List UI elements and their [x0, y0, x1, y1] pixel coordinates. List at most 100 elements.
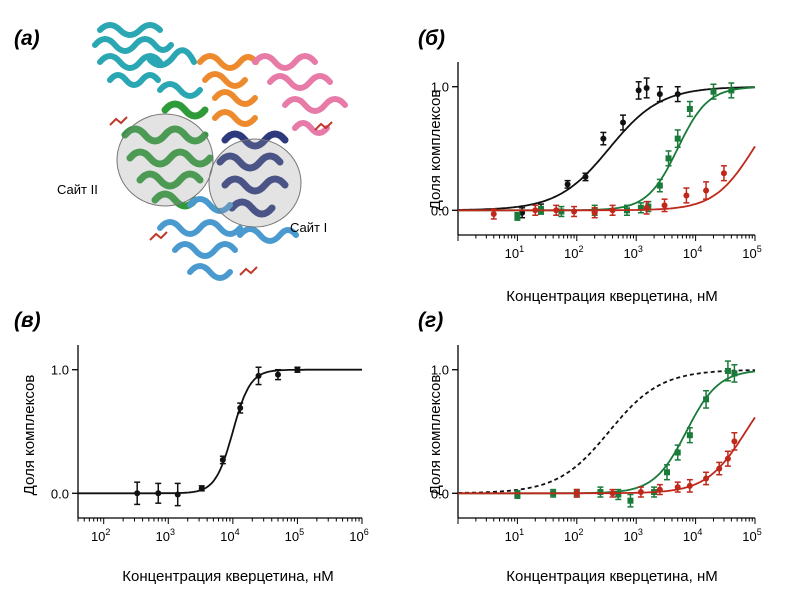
panel-v-xlabel: Концентрация кверцетина, нМ	[122, 568, 334, 585]
panel-g-series-2-point	[703, 475, 710, 482]
panel-g-series-1-point	[627, 497, 634, 504]
panel-v-ytick-label: 1.0	[51, 363, 69, 378]
site-2-label: Сайт II	[57, 182, 98, 197]
panel-v-xtick-label: 105	[285, 527, 304, 544]
panel-v: (в) Доля комплексов Концентрация кверцет…	[14, 309, 369, 585]
panel-g-series-2-point	[686, 482, 693, 489]
panel-g-xtick-label: 101	[505, 527, 524, 544]
panel-g-series-1-point	[686, 432, 693, 439]
panel-v-series-0-point	[255, 372, 262, 379]
panel-b-series-1-point	[637, 204, 644, 211]
panel-v-series-0-point	[174, 491, 181, 498]
panel-b-series-1-fit-curve	[458, 86, 755, 212]
panel-b-xlabel: Концентрация кверцетина, нМ	[506, 288, 718, 305]
panel-b-series-1-point	[686, 105, 693, 112]
panel-a: (а)	[14, 22, 348, 281]
panel-b-series-2-point	[532, 207, 539, 214]
panel-b-series-2-point	[661, 202, 668, 209]
panel-b-series-0-point	[635, 87, 642, 94]
panel-g-series-0-fit-curve	[458, 369, 756, 494]
panel-b-series-2-point	[683, 192, 690, 199]
panel-g-ytick-label: 0.0	[431, 486, 449, 501]
panel-b-series-2-point	[571, 208, 578, 215]
panel-g-series-1-point	[597, 489, 604, 496]
panel-g-xtick-label: 103	[623, 527, 642, 544]
site-1-ellipse	[208, 138, 302, 228]
panel-g-series-2-point	[716, 465, 723, 472]
panel-g-series-2-point	[656, 486, 663, 493]
panel-g-series-2-point	[674, 484, 681, 491]
panel-b-series-2-point	[720, 170, 727, 177]
panel-v-series-0-fit-curve	[78, 368, 362, 495]
panel-b-series-0-point	[656, 91, 663, 98]
panel-b-series-1-point	[665, 155, 672, 162]
panel-b-series-0-point	[643, 84, 650, 91]
panel-g-series-2-fit-curve	[458, 416, 756, 495]
panel-b-xtick-label: 104	[683, 244, 702, 261]
panel-b-series-1-point	[558, 208, 565, 215]
panel-v-letter: (в)	[14, 309, 41, 332]
panel-g-series-1-point	[615, 491, 622, 498]
panel-g-xlabel: Концентрация кверцетина, нМ	[506, 568, 718, 585]
panel-g-series-1-point	[731, 370, 738, 377]
panel-v-xtick-label: 103	[156, 527, 175, 544]
panel-b-xtick-label: 105	[742, 244, 761, 261]
panel-b-ytick-label: 0.0	[431, 203, 449, 218]
panel-v-series-0-point	[294, 366, 301, 373]
panel-g-series-1-point	[663, 469, 670, 476]
panel-g-series-1-point	[703, 396, 710, 403]
panel-v-xtick-label: 104	[220, 527, 239, 544]
panel-g-xtick-label: 102	[564, 527, 583, 544]
panel-b-series-2-point	[643, 204, 650, 211]
site-2-ellipse	[116, 113, 214, 207]
panel-b-series-0-point	[582, 173, 589, 180]
panel-g-xtick-label: 104	[683, 527, 702, 544]
panel-b-series-2-point	[553, 207, 560, 214]
panel-b-series-1-point	[728, 87, 735, 94]
panel-g-series-2-point	[724, 455, 731, 462]
panel-b-series-1-point	[656, 182, 663, 189]
panel-g: (г) Доля комплексов Концентрация кверцет…	[418, 309, 762, 585]
panel-v-series-0-point	[134, 490, 141, 497]
panel-b-xtick-label: 101	[505, 244, 524, 261]
panel-g-series-2-point	[573, 490, 580, 497]
panel-b-series-2-fit-curve	[458, 145, 756, 212]
panel-b-ylabel: Доля комплексов	[427, 90, 444, 211]
protein-structure-illustration	[92, 22, 348, 281]
panel-g-series-1-point	[674, 449, 681, 456]
panel-b: (б) Доля комплексов Концентрация кверцет…	[418, 27, 762, 305]
panel-g-letter: (г)	[418, 309, 443, 332]
panel-b-series-1-point	[674, 135, 681, 142]
panel-b-series-2-point	[703, 187, 710, 194]
panel-b-xtick-label: 102	[564, 244, 583, 261]
site-1-label: Сайт I	[290, 220, 327, 235]
panel-g-series-2-point	[637, 489, 644, 496]
panel-b-series-1-point	[710, 88, 717, 95]
panel-g-ylabel: Доля комплексов	[427, 375, 444, 496]
panel-b-series-0-point	[600, 135, 607, 142]
panel-g-ytick-label: 1.0	[431, 363, 449, 378]
panel-v-series-0-point	[219, 456, 226, 463]
panel-b-series-1-point	[514, 213, 521, 220]
panel-b-series-0-fit-curve	[458, 86, 756, 211]
panel-b-series-0-point	[620, 119, 627, 126]
panel-g-series-1-point	[724, 367, 731, 374]
panel-b-series-0-point	[519, 209, 526, 216]
panel-b-series-2-point	[609, 207, 616, 214]
panel-b-series-2-point	[490, 210, 497, 217]
panel-v-xtick-label: 106	[349, 527, 368, 544]
panel-v-ytick-label: 0.0	[51, 486, 69, 501]
panel-g-series-2-point	[609, 490, 616, 497]
panel-b-series-0-point	[674, 91, 681, 98]
panel-a-letter: (а)	[14, 27, 40, 50]
panel-v-series-0-point	[155, 490, 162, 497]
panel-v-series-0-point	[198, 485, 205, 492]
panel-v-series-0-point	[274, 371, 281, 378]
panel-g-series-2-point	[731, 438, 738, 445]
panel-b-letter: (б)	[418, 27, 445, 50]
panel-b-series-2-point	[591, 209, 598, 216]
panel-b-ytick-label: 1.0	[431, 80, 449, 95]
panel-v-series-0-point	[237, 405, 244, 412]
panel-v-ylabel: Доля комплексов	[21, 375, 38, 496]
